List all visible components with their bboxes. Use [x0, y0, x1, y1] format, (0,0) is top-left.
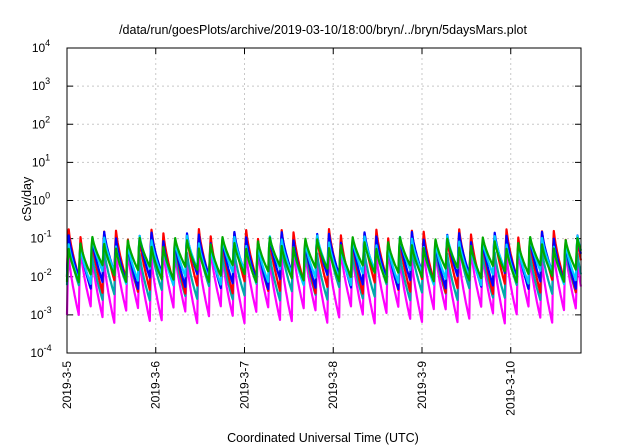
- y-tick-label: 102: [32, 114, 50, 131]
- y-tick-label: 10-3: [30, 305, 51, 322]
- x-tick-label: 2019-3-9: [415, 361, 429, 409]
- x-tick-label: 2019-3-6: [149, 361, 163, 409]
- x-tick-label: 2019-3-8: [326, 361, 340, 409]
- x-tick-label: 2019-3-5: [60, 361, 74, 409]
- y-tick-label: 100: [32, 191, 50, 208]
- y-tick-label: 101: [32, 152, 50, 169]
- y-tick-label: 10-1: [30, 229, 51, 246]
- x-tick-label: 2019-3-10: [504, 361, 518, 416]
- y-tick-label: 103: [32, 76, 50, 93]
- y-tick-label: 104: [32, 38, 50, 55]
- y-tick-label: 10-4: [30, 343, 51, 360]
- series-line: [65, 248, 582, 325]
- series-line: [65, 235, 582, 284]
- plot-area: 10-4 10-3 10-2 10-1 100 101 102 103 104 2019-3-5 2…: [30, 38, 582, 416]
- y-tick-label: 10-2: [30, 267, 51, 284]
- x-axis-label: Coordinated Universal Time (UTC): [227, 431, 419, 445]
- y-axis-label: cSv/day: [20, 176, 34, 221]
- chart-title: /data/run/goesPlots/archive/2019-03-10/1…: [119, 23, 527, 37]
- plot-frame: [66, 47, 582, 354]
- x-tick-label: 2019-3-7: [237, 361, 251, 409]
